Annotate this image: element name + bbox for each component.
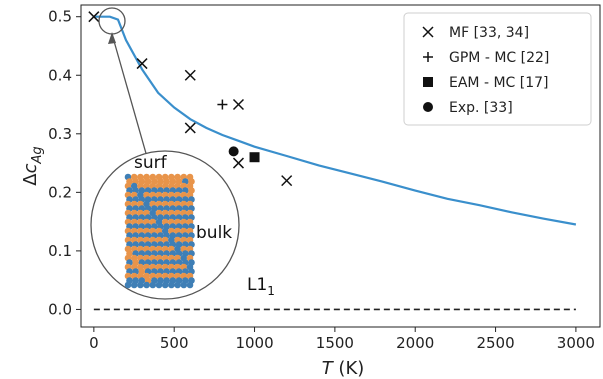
atom <box>161 281 169 289</box>
legend-marker <box>423 52 433 62</box>
atom <box>143 281 150 289</box>
atom <box>180 281 188 289</box>
atom <box>174 281 181 289</box>
phase-label-main: L1 <box>247 275 267 295</box>
data-point-series-0 <box>184 122 196 134</box>
legend-label: EAM - MC [17] <box>449 75 549 91</box>
data-point-series-0 <box>136 58 148 70</box>
data-point-series-3 <box>228 146 239 157</box>
x-tick-label: 3000 <box>557 334 595 352</box>
legend-label: MF [33, 34] <box>449 25 529 41</box>
phase-label-subscript: 1 <box>267 284 275 298</box>
x-axis-label: T (K) <box>322 358 365 379</box>
series-line-curve <box>93 15 577 226</box>
legend-marker <box>422 26 434 38</box>
y-tick-label: 0.1 <box>48 242 72 260</box>
x-tick-label: 0 <box>89 334 99 352</box>
x-tick-label: 1000 <box>235 334 273 352</box>
atom <box>130 281 138 289</box>
legend-box <box>403 12 592 126</box>
atom-grid <box>124 173 195 289</box>
legend: MF [33, 34] GPM - MC [22] EAM - MC [17] Exp… <box>403 12 592 126</box>
plot-frame <box>80 4 601 328</box>
y-tick-label: 0.2 <box>48 183 72 201</box>
legend-marker <box>423 77 433 87</box>
y-tick-label: 0.4 <box>48 66 72 84</box>
inset-bulk-label: bulk <box>196 223 232 243</box>
inset-surface-label: surf <box>134 153 168 173</box>
y-tick-label: 0.3 <box>48 125 72 143</box>
data-point-series-0 <box>184 69 196 81</box>
y-tick-label: 0.5 <box>48 8 72 26</box>
data-point-series-0 <box>232 157 244 169</box>
x-tick-label: 2500 <box>476 334 514 352</box>
x-tick-label: 500 <box>160 334 189 352</box>
inset-structure: surf bulk <box>90 7 240 300</box>
y-tick-label: 0.0 <box>48 300 72 318</box>
atom <box>149 281 157 289</box>
x-tick-label: 1500 <box>316 334 354 352</box>
data-point-series-0 <box>88 11 100 23</box>
atom <box>124 281 132 289</box>
callout-circle <box>98 7 126 35</box>
data-point-series-0 <box>232 98 244 111</box>
legend-label: GPM - MC [22] <box>449 50 549 66</box>
y-axis-ticks: 0.0 0.1 0.2 0.3 0.4 0.5 <box>48 8 81 318</box>
callout-arrowhead <box>108 32 116 44</box>
legend-marker <box>423 102 433 112</box>
data-point-series-1 <box>217 99 228 110</box>
legend-label: Exp. [33] <box>449 100 513 116</box>
data-markers <box>88 11 293 187</box>
atom <box>186 281 194 289</box>
atom <box>155 281 163 289</box>
legend-items: MF [33, 34] GPM - MC [22] EAM - MC [17] Exp… <box>422 25 549 116</box>
y-axis-label: ΔcAg <box>20 146 45 185</box>
x-tick-label: 2000 <box>396 334 434 352</box>
phase-label: L11 <box>247 275 275 298</box>
atom <box>137 281 144 289</box>
data-point-series-2 <box>249 152 260 163</box>
x-axis-ticks: 0 500 1000 1500 2000 2500 3000 <box>89 327 595 352</box>
plot-area: 0 500 1000 1500 2000 2500 3000 0.0 0.1 0.2 0.3 0.4… <box>48 4 601 352</box>
atom <box>168 281 175 289</box>
data-point-series-0 <box>281 175 293 187</box>
